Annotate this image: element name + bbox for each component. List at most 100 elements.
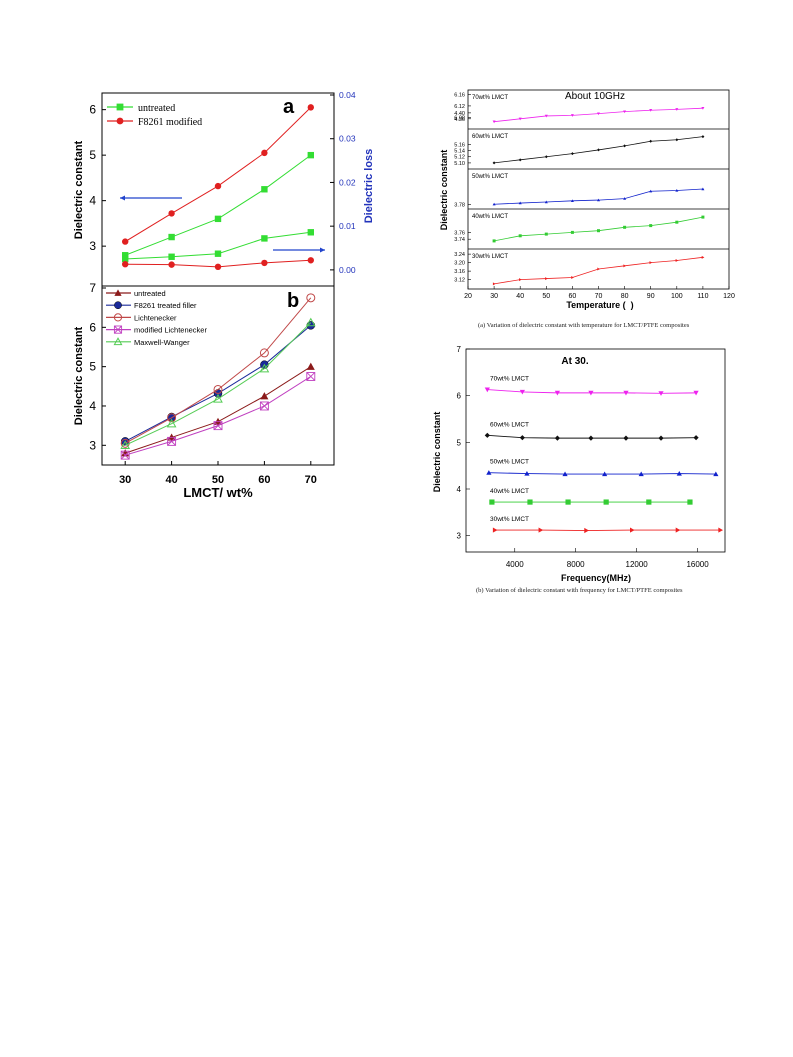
panel-a-ylabel: Dielectric constant	[73, 140, 85, 239]
temperature-ytick-label: 3.24	[454, 252, 465, 258]
temperature-series-0-point	[518, 117, 522, 121]
temperature-series-label: 40wt% LMCT	[472, 214, 508, 220]
temperature-series-2-point	[570, 199, 574, 203]
frequency-series-3-point	[489, 499, 495, 505]
panel-a-series-0-point	[168, 233, 175, 241]
frequency-series-1-point	[623, 435, 629, 441]
temperature-series-3-point	[570, 230, 574, 234]
frequency-series-2-line	[488, 472, 716, 475]
temperature-series-2-point	[701, 187, 705, 191]
frequency-series-0-point	[588, 390, 594, 396]
frequency-xtick-label: 4000	[506, 560, 524, 569]
temperature-series-0-point	[597, 112, 600, 116]
temperature-series-3-point	[649, 224, 653, 228]
panel-a-series-1-point	[307, 104, 314, 111]
temperature-series-0-point	[492, 120, 496, 124]
temperature-xtick-label: 110	[697, 293, 708, 300]
left-figure-frame	[101, 92, 335, 466]
frequency-series-2-point	[676, 471, 682, 476]
frequency-series-1-point	[484, 432, 490, 438]
panel-a-series-1-point	[214, 182, 222, 190]
panel-b-series-3-point	[120, 450, 130, 460]
panel-a-series-3-point	[307, 257, 314, 264]
panel-a-label: a	[283, 96, 295, 118]
temperature-series-label: 30wt% LMCT	[472, 254, 508, 260]
temperature-xtick-label: 100	[671, 293, 683, 300]
panel-b-legend-label: F8261 treated filler	[134, 301, 197, 310]
panel-a-series-3-point	[261, 259, 268, 267]
temperature-series-4-point	[649, 261, 653, 265]
temperature-ytick-label: 6.12	[454, 104, 465, 110]
frequency-series-2-point	[562, 471, 568, 477]
xbox-frame	[120, 450, 130, 460]
panel-b-series-0-point	[260, 392, 269, 400]
xbox-cross	[213, 421, 223, 430]
panel-a-legend-label: F8261 modified	[138, 117, 202, 128]
panel-a-series-1-point	[168, 210, 175, 217]
temperature-ytick-label: 3.74	[454, 237, 465, 243]
panel-b-legend-label: Maxwell-Wanger	[134, 338, 190, 347]
panel-a-series-3-point	[168, 261, 175, 268]
xbox-frame	[167, 436, 177, 446]
frequency-series-2-point	[486, 470, 492, 475]
temperature-series-4-point	[675, 259, 679, 262]
caption-temperature: (a) Variation of dielectric constant wit…	[478, 322, 690, 329]
temperature-series-3-point	[518, 234, 522, 238]
panel-a-series-0-point	[214, 215, 222, 223]
temperature-series-3-point	[623, 225, 627, 229]
temperature-ylabel: Dielectric constant	[439, 150, 449, 231]
temperature-title: About 10GHz	[565, 91, 625, 102]
panel-b-xtick-label: 60	[258, 474, 270, 486]
temperature-xlabel: Temperature ( )	[566, 300, 633, 310]
temperature-series-0-point	[675, 108, 679, 111]
frequency-xtick-label: 12000	[626, 560, 649, 569]
panel-a-series-2-point	[307, 229, 314, 236]
panel-b-legend-marker	[114, 289, 122, 296]
panel-b-legend-label: untreated	[134, 289, 166, 298]
frequency-series-4-point	[538, 527, 544, 533]
panel-b-xtick-label: 70	[305, 474, 317, 486]
frequency-series-4-point	[584, 527, 589, 534]
temperature-xtick-label: 70	[595, 293, 603, 300]
frequency-xtick-label: 8000	[567, 560, 585, 569]
panel-b-series-0-line	[125, 366, 312, 454]
frequency-xtick-label: 16000	[686, 560, 709, 569]
temperature-xtick-label: 40	[516, 293, 524, 300]
panel-a-series-2-point	[214, 250, 222, 257]
panel-b-series-3-point	[213, 421, 223, 431]
temperature-series-2-line	[494, 188, 703, 205]
temperature-series-4-point	[571, 276, 574, 279]
temperature-series-2-point	[623, 197, 627, 200]
frequency-series-1-point	[588, 435, 594, 441]
panel-b-xlabel: LMCT/ wt%	[183, 485, 253, 500]
frequency-series-1-point	[554, 435, 561, 441]
panel-b-ytick-label: 7	[89, 281, 96, 295]
frequency-series-3-point	[603, 499, 609, 505]
frequency-series-label: 60wt% LMCT	[490, 421, 529, 428]
frequency-frame	[465, 348, 726, 553]
frequency-series-1-point	[519, 435, 525, 441]
panel-b-ytick-label: 4	[89, 399, 96, 413]
temperature-series-0-point	[701, 107, 705, 110]
panel-b-xtick-label: 50	[212, 474, 224, 486]
temperature-series-4-line	[494, 256, 703, 285]
temperature-series-3-point	[701, 215, 705, 219]
temperature-series-0-point	[623, 110, 627, 114]
panel-b-series-2-point	[213, 384, 223, 394]
frequency-series-3-point	[646, 499, 652, 505]
panel-b-series-4-point	[259, 363, 270, 373]
left-axis-arrow-head	[120, 195, 125, 201]
panel-a-series-2-point	[122, 255, 129, 263]
frequency-series-label: 70wt% LMCT	[490, 376, 529, 383]
frequency-series-2-point	[524, 471, 530, 476]
temperature-series-4-point	[492, 282, 496, 286]
caption-frequency: (b) Variation of dielectric constant wit…	[476, 587, 683, 594]
frequency-ytick-label: 7	[457, 345, 462, 354]
panel-a-y2tick-label: 0.04	[339, 90, 356, 100]
temperature-series-1-point	[492, 161, 496, 165]
panel-a-series-2-point	[261, 235, 268, 242]
panel-b-ylabel: Dielectric constant	[73, 326, 85, 425]
temperature-ytick-label: 5.14	[454, 149, 465, 155]
panel-a-y2tick-label: 0.00	[339, 265, 356, 275]
temperature-series-4-point	[519, 278, 522, 282]
